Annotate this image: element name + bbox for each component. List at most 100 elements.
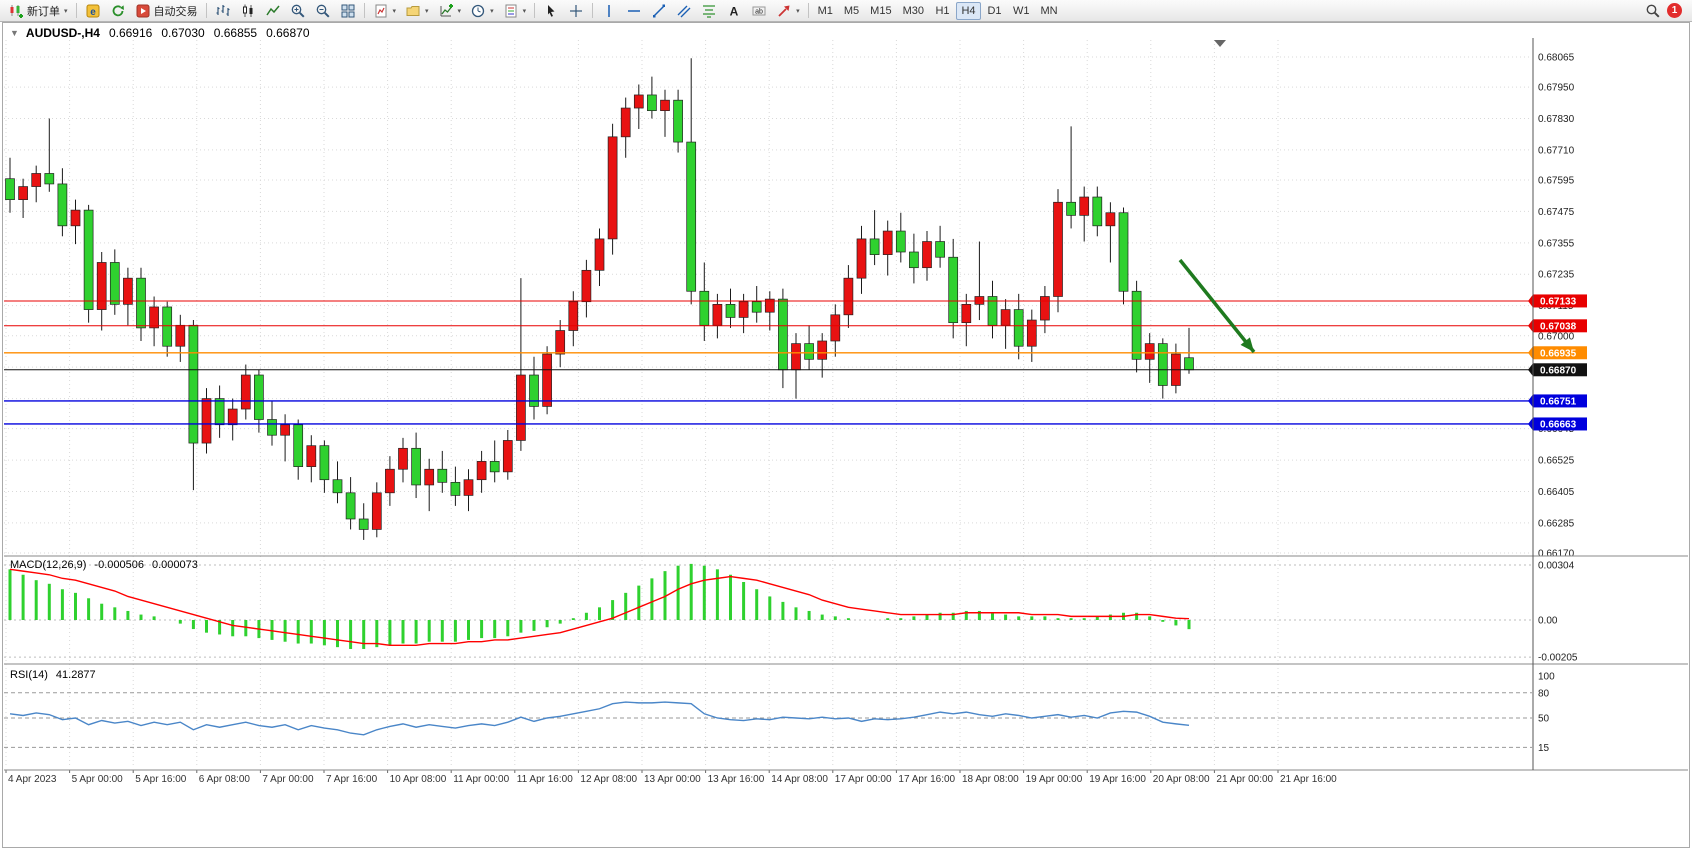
- svg-text:-0.00205: -0.00205: [1538, 653, 1578, 664]
- candlestick: [175, 314, 186, 362]
- timeframe-h4[interactable]: H4: [955, 1, 981, 20]
- candlestick: [961, 293, 972, 347]
- new-chart-icon: [375, 4, 387, 17]
- candlestick: [660, 89, 670, 137]
- new-order-button[interactable]: 新订单 ▾: [4, 1, 72, 21]
- timeframe-d1[interactable]: D1: [987, 4, 1002, 17]
- svg-text:18 Apr 08:00: 18 Apr 08:00: [962, 774, 1019, 785]
- candlestick: [1026, 309, 1037, 362]
- candlestick: [1066, 126, 1076, 229]
- candlestick: [489, 440, 500, 483]
- collapse-chart-icon[interactable]: ▼: [10, 28, 19, 38]
- candlestick-chart-button[interactable]: [236, 1, 260, 21]
- candlestick: [109, 249, 120, 315]
- support-line-1[interactable]: 0.66751: [4, 394, 1587, 408]
- vertical-line-icon: [608, 4, 610, 17]
- tile-windows-icon: [341, 4, 355, 17]
- resistance-line-2[interactable]: 0.67038: [4, 319, 1587, 333]
- candlestick: [1000, 299, 1011, 349]
- svg-text:e: e: [90, 7, 96, 18]
- timeframe-mn[interactable]: MN: [1040, 4, 1058, 17]
- svg-text:50: 50: [1538, 714, 1550, 725]
- zoom-in-button[interactable]: [286, 1, 310, 21]
- svg-text:0.67595: 0.67595: [1538, 176, 1575, 187]
- new-chart-button[interactable]: ▾: [369, 1, 401, 21]
- candlestick: [529, 356, 539, 420]
- timeframe-m30[interactable]: M30: [902, 4, 924, 17]
- svg-text:0.00: 0.00: [1538, 616, 1558, 627]
- rsi-panel: 100 80 50 15: [4, 672, 1555, 754]
- chart-shift-marker-icon[interactable]: [1214, 40, 1226, 47]
- candlestick: [725, 288, 736, 328]
- bid-price-line[interactable]: 0.66870: [4, 363, 1587, 377]
- label-tool-button[interactable]: ab: [747, 1, 771, 21]
- svg-text:5 Apr 00:00: 5 Apr 00:00: [72, 774, 124, 785]
- candlestick: [1105, 202, 1116, 263]
- timeframe-m5[interactable]: M5: [843, 4, 860, 17]
- arrows-tool-button[interactable]: ▾: [772, 1, 804, 21]
- periods-button[interactable]: ▾: [466, 1, 498, 21]
- line-chart-button[interactable]: [261, 1, 285, 21]
- timeframe-m1[interactable]: M1: [817, 4, 833, 17]
- candlestick: [214, 385, 225, 438]
- ohlc-close: 0.66870: [266, 26, 310, 40]
- cursor-icon: [548, 4, 555, 17]
- timeframe-h1[interactable]: H1: [935, 4, 950, 17]
- chart-canvas[interactable]: 4 Apr 2023 5 Apr 00:00 5 Apr 16:00 6 Apr 08…: [4, 24, 1688, 790]
- candlestick: [31, 165, 42, 203]
- fibonacci-tool-button[interactable]: [697, 1, 721, 21]
- refresh-icon: [112, 4, 124, 16]
- label-icon: ab: [752, 6, 766, 15]
- svg-text:5 Apr 16:00: 5 Apr 16:00: [135, 774, 187, 785]
- candlestick: [385, 456, 395, 506]
- timeframe-m15[interactable]: M15: [870, 4, 892, 17]
- zoom-out-button[interactable]: [311, 1, 335, 21]
- timeframe-w1[interactable]: W1: [1012, 4, 1030, 17]
- text-icon: A: [730, 4, 739, 18]
- profiles-button[interactable]: ▾: [401, 1, 433, 21]
- candlestick: [673, 89, 683, 153]
- support-line-2[interactable]: 0.66663: [4, 417, 1587, 431]
- crosshair-button[interactable]: [564, 1, 588, 21]
- indicators-button[interactable]: ▾: [434, 1, 466, 21]
- refresh-button[interactable]: [106, 1, 130, 21]
- pivot-line-orange[interactable]: 0.66935: [4, 346, 1587, 360]
- svg-text:14 Apr 08:00: 14 Apr 08:00: [771, 774, 828, 785]
- toolbar-separator: [205, 3, 207, 18]
- bar-chart-button[interactable]: [211, 1, 235, 21]
- candlestick: [987, 280, 998, 339]
- candlestick: [607, 123, 618, 255]
- chevron-down-icon: ▾: [522, 7, 527, 15]
- candlestick: [686, 58, 697, 305]
- candlestick: [476, 450, 487, 493]
- svg-text:0.67133: 0.67133: [1540, 296, 1577, 307]
- metaeditor-button[interactable]: e: [81, 1, 105, 21]
- templates-icon: [505, 4, 517, 17]
- autotrading-button[interactable]: 自动交易: [131, 1, 202, 21]
- svg-text:21 Apr 16:00: 21 Apr 16:00: [1280, 774, 1337, 785]
- templates-button[interactable]: ▾: [499, 1, 531, 21]
- cursor-button[interactable]: [539, 1, 563, 21]
- candlestick: [1013, 293, 1024, 360]
- trendline-tool-button[interactable]: [647, 1, 671, 21]
- candlestick: [306, 435, 317, 483]
- svg-text:21 Apr 00:00: 21 Apr 00:00: [1216, 774, 1273, 785]
- candlestick: [1171, 343, 1181, 394]
- resistance-line-1[interactable]: 0.67133: [4, 294, 1587, 308]
- candlestick: [502, 429, 513, 480]
- notification-badge[interactable]: 1: [1667, 3, 1682, 18]
- search-icon[interactable]: [1645, 3, 1661, 19]
- svg-text:0.66170: 0.66170: [1538, 549, 1575, 560]
- text-tool-button[interactable]: A: [722, 1, 746, 21]
- trendline-icon: [653, 4, 666, 17]
- trend-arrow-annotation[interactable]: [1178, 258, 1256, 354]
- candlestick: [123, 267, 133, 326]
- candlestick: [424, 458, 435, 512]
- vertical-line-tool-button[interactable]: [597, 1, 621, 21]
- macd-value: -0.000506: [94, 559, 144, 571]
- tile-windows-button[interactable]: [336, 1, 360, 21]
- channel-tool-button[interactable]: [672, 1, 696, 21]
- candlestick: [791, 333, 801, 399]
- horizontal-line-tool-button[interactable]: [622, 1, 646, 21]
- candlestick: [568, 291, 579, 347]
